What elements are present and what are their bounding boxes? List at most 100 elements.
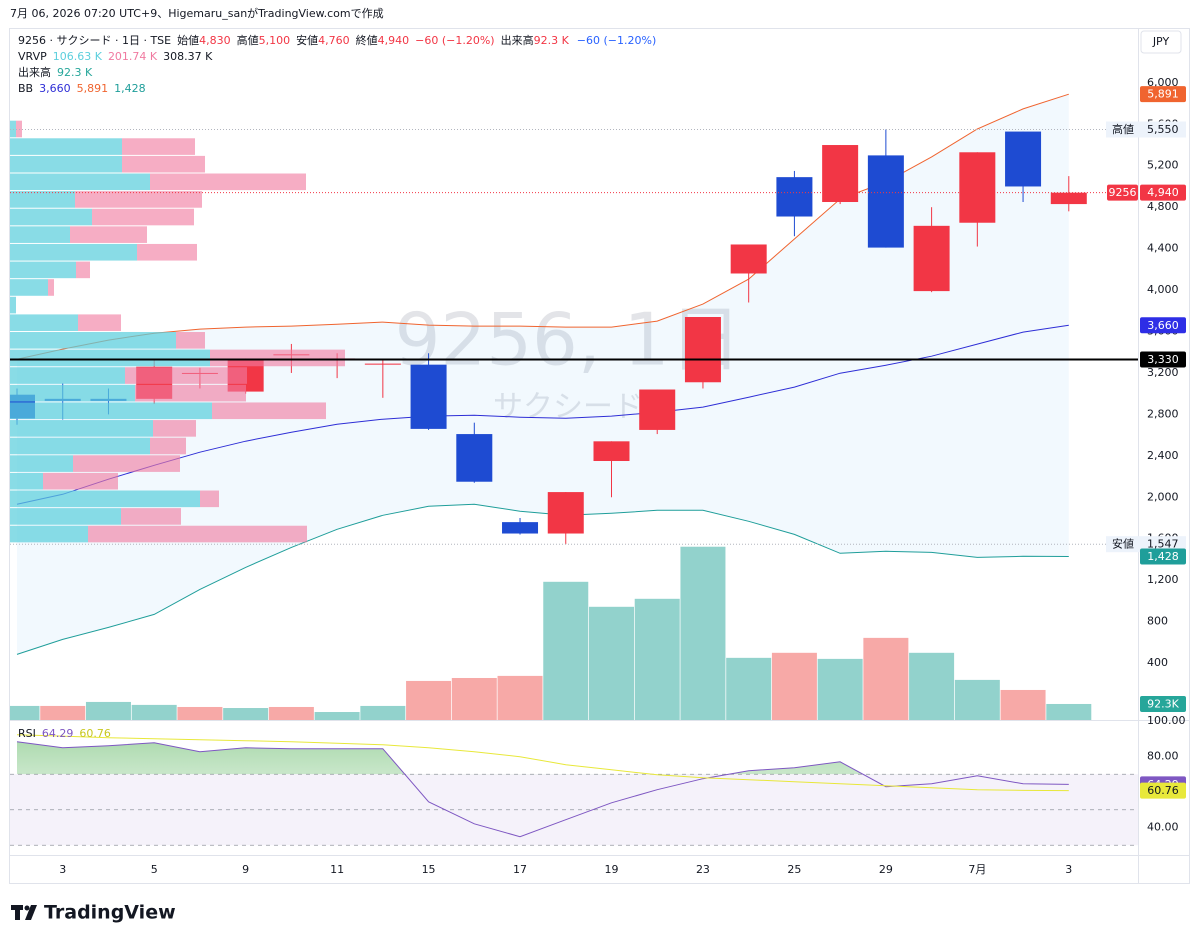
watermark: 9256, 1日 サクシード <box>395 298 742 425</box>
price-tag-label: 1,428 <box>1147 550 1179 563</box>
profile-up <box>10 261 76 279</box>
profile-down <box>122 138 195 155</box>
x-tick-label: 3 <box>59 863 66 876</box>
caption: 7月 06, 2026 07:20 UTC+9、Higemaru_sanがTra… <box>10 6 384 20</box>
profile-up <box>10 191 75 208</box>
x-tick-label: 5 <box>151 863 158 876</box>
profile-down <box>75 191 202 208</box>
volume-bar <box>771 652 817 720</box>
profile-down <box>121 508 181 525</box>
extreme-tag <box>1106 121 1186 138</box>
legend-label: 出来高 <box>501 33 534 47</box>
y-tick-label: 800 <box>1147 615 1168 628</box>
legend-change: −60 (−1.20%) <box>415 34 494 47</box>
volume-bar <box>314 712 360 720</box>
legend-label: 終値 <box>356 33 378 47</box>
profile-down <box>137 243 197 261</box>
bb-fill <box>17 94 1069 655</box>
y-tick-label: 80.00 <box>1147 749 1179 762</box>
profile-down <box>176 332 205 349</box>
profile-up <box>10 420 153 437</box>
legend-value: 5,891 <box>77 82 109 95</box>
extreme-name: 安値 <box>1112 537 1134 551</box>
legend-label: 安値 <box>296 33 318 47</box>
profile-up <box>10 455 73 472</box>
legend-value: 60.76 <box>79 727 111 740</box>
volume-bar <box>268 706 314 720</box>
profile-up <box>10 226 70 243</box>
volume-bar <box>863 637 909 720</box>
profile-up <box>10 437 150 455</box>
legend-value: 4,940 <box>378 34 410 47</box>
candle-body <box>867 155 904 248</box>
legend-bb: BB 3,660 5,891 1,428 <box>18 82 146 95</box>
price-tag-label: 4,940 <box>1147 186 1179 199</box>
x-tick-label: 19 <box>604 863 618 876</box>
x-tick-label: 17 <box>513 863 527 876</box>
currency-box[interactable] <box>1140 30 1182 54</box>
volume-bar <box>40 705 86 720</box>
bb-basis <box>16 324 1069 505</box>
profile-down <box>150 173 306 191</box>
profile-up <box>10 173 150 191</box>
profile-down <box>88 525 307 543</box>
volume-bar <box>817 658 863 720</box>
volume-bar <box>1046 703 1092 720</box>
y-tick-label: 6,000 <box>1147 76 1179 89</box>
profile-up <box>10 208 92 226</box>
axis-layer: 4008001,2001,6002,0002,4002,8003,2003,60… <box>59 76 1186 876</box>
price-tag <box>1140 351 1186 368</box>
x-tick-label: 23 <box>696 863 710 876</box>
extreme-value: 1,547 <box>1147 538 1179 551</box>
volume-bar <box>543 581 589 720</box>
candle-body <box>547 492 584 534</box>
legend-label: 高値 <box>237 33 259 47</box>
extreme-value: 5,550 <box>1147 123 1179 136</box>
profile-down <box>70 226 147 243</box>
candle-body <box>776 177 813 217</box>
profile-down <box>125 367 247 384</box>
profile-down <box>48 279 54 296</box>
volume-bar <box>954 679 1000 720</box>
price-tag-label: 3,330 <box>1147 353 1179 366</box>
price-tag <box>1140 782 1186 799</box>
y-tick-label: 2,000 <box>1147 490 1179 503</box>
profile-up <box>10 472 43 490</box>
legend-symbol: 9256 · サクシード · 1日 · TSE <box>18 34 171 47</box>
price-tag-label: 5,891 <box>1147 88 1179 101</box>
legend-value: 4,760 <box>318 34 350 47</box>
price-tag <box>1140 548 1186 565</box>
legend-label: RSI <box>18 727 36 740</box>
volume-layer <box>10 546 1092 720</box>
volume-bar <box>10 705 40 720</box>
price-tag-label: 60.76 <box>1147 784 1179 797</box>
brand-logo <box>11 905 37 920</box>
price-tag <box>1140 317 1186 334</box>
legend-change: −60 (−1.20%) <box>577 34 656 47</box>
profile-down <box>122 155 205 173</box>
profile-down <box>73 455 180 472</box>
candle-body <box>456 434 493 482</box>
y-tick-label: 4,400 <box>1147 242 1179 255</box>
y-tick-label: 4,000 <box>1147 283 1179 296</box>
profile-up <box>10 367 125 384</box>
volume-bar <box>588 606 634 720</box>
profile-up <box>10 296 16 314</box>
candle-body <box>502 522 539 534</box>
volume-bar <box>406 680 452 720</box>
legend-value: 308.37 K <box>163 50 213 63</box>
candle-body <box>593 441 630 462</box>
extreme-name: 高値 <box>1112 122 1134 136</box>
price-tag <box>1107 184 1138 201</box>
y-tick-label: 3,200 <box>1147 366 1179 379</box>
x-tick-label: 11 <box>330 863 344 876</box>
profile-down <box>76 261 90 279</box>
y-tick-label: 5,200 <box>1147 159 1179 172</box>
profile-down <box>150 437 186 455</box>
currency[interactable]: JPY <box>1152 35 1170 48</box>
volume-bar <box>177 706 223 720</box>
price-tag <box>1140 86 1186 103</box>
volume-bar <box>360 705 406 720</box>
legend-value: 4,830 <box>199 34 231 47</box>
